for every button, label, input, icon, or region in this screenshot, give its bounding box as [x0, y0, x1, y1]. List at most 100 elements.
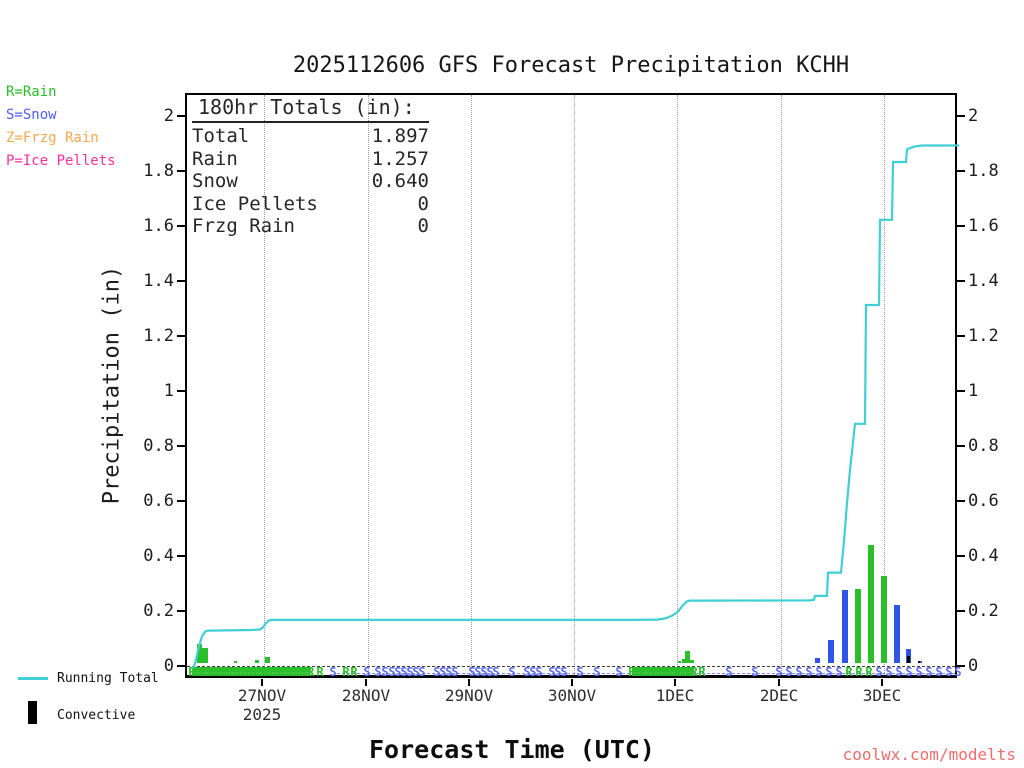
y-tick-label-left: 1.8: [143, 161, 174, 181]
y-tick-right: [957, 390, 965, 392]
rain-bar: [690, 659, 694, 663]
precip-type-letter: R: [191, 665, 199, 679]
precip-type-letter: S: [560, 665, 568, 679]
precip-type-letter: R: [223, 665, 231, 679]
snow-zero-dashed-line: [337, 673, 955, 674]
y-axis-label: Precipitation (in): [99, 265, 125, 505]
precip-type-letter: R: [316, 665, 324, 679]
precip-type-letter: S: [593, 665, 601, 679]
x-date-label: 30NOV: [547, 686, 597, 705]
rain-bar: [202, 647, 208, 663]
precip-type-letter: R: [668, 665, 677, 679]
y-tick-left: [177, 610, 185, 612]
precip-type-letter: R: [199, 665, 207, 679]
precip-type-letter: R: [207, 665, 215, 679]
precip-type-letter: R: [253, 665, 261, 679]
precip-type-letter: R: [263, 665, 272, 679]
precip-type-letter: S: [825, 665, 833, 679]
rain-bar: [265, 656, 270, 663]
precip-type-letter: S: [548, 665, 556, 679]
precip-type-letter: R: [690, 665, 698, 679]
precip-type-letter: R: [845, 665, 853, 679]
precip-type-letter: S: [775, 665, 783, 679]
precip-type-letter: R: [679, 665, 687, 679]
y-tick-left: [177, 500, 185, 502]
date-gridline: [677, 95, 678, 675]
zero-dashed-line: [187, 666, 955, 667]
precip-type-letter: R: [644, 665, 652, 679]
x-date-label: 29NOV: [444, 686, 494, 705]
y-tick-label-right: 1.4: [968, 271, 999, 291]
precip-type-letter: R: [285, 665, 293, 679]
precip-type-letter: R: [212, 665, 220, 679]
precip-type-letter: R: [350, 665, 358, 679]
precip-type-letter: R: [242, 665, 250, 679]
rain-bar: [255, 660, 259, 663]
x-tick: [881, 679, 883, 686]
date-gridline: [884, 95, 885, 675]
precip-type-legend: R=Rain S=Snow Z=Frzg Rain P=Ice Pellets: [6, 81, 116, 173]
rain-bar: [855, 588, 861, 663]
precip-type-letter: S: [576, 665, 584, 679]
y-tick-right: [957, 115, 965, 117]
x-date-year: 2025: [242, 705, 282, 724]
precip-type-letter: S: [895, 665, 903, 679]
chart-title: 2025112606 GFS Forecast Precipitation KC…: [292, 53, 850, 78]
x-date-label: 3DEC: [862, 686, 902, 705]
precip-type-letter: R: [865, 665, 873, 679]
precip-type-letter: R: [258, 665, 266, 679]
y-tick-right: [957, 225, 965, 227]
precip-type-letter: S: [925, 665, 933, 679]
precip-type-letter: R: [674, 665, 682, 679]
running-total-curve: [191, 144, 959, 669]
precip-type-letter: S: [468, 665, 476, 679]
precip-type-letter: R: [188, 665, 196, 679]
precip-type-letter: S: [523, 665, 531, 679]
x-date-label: 27NOV 2025: [237, 686, 287, 724]
totals-row-ice-pellets: Ice Pellets 0: [192, 192, 429, 215]
precip-type-letter: R: [682, 665, 690, 679]
precip-type-letter: R: [201, 665, 210, 679]
precip-type-letter: S: [805, 665, 813, 679]
precip-type-letter: S: [433, 665, 441, 679]
snow-bar: [894, 605, 900, 663]
precip-type-letter: R: [639, 665, 647, 679]
precip-type-letter: R: [228, 665, 237, 679]
precip-type-letter: R: [272, 665, 280, 679]
running-total-line-swatch: [18, 677, 48, 680]
precip-type-letter: R: [631, 665, 639, 679]
precip-type-letter: S: [795, 665, 803, 679]
precip-type-letter: R: [687, 665, 696, 679]
precip-type-letter: S: [329, 665, 337, 679]
precip-type-letter: R: [641, 665, 650, 679]
y-tick-label-right: 0: [968, 656, 979, 676]
y-tick-label-left: 1.4: [143, 271, 174, 291]
precip-type-letter: R: [247, 665, 256, 679]
precip-type-letter: S: [381, 665, 389, 679]
precip-type-letter: S: [529, 665, 537, 679]
y-tick-label-right: 0.8: [968, 436, 999, 456]
precip-type-letter: R: [299, 665, 307, 679]
y-tick-left: [177, 115, 185, 117]
precip-type-letter: S: [945, 665, 953, 679]
precip-type-letter: R: [220, 665, 229, 679]
precip-type-letter: R: [293, 665, 301, 679]
precip-type-letter: R: [288, 665, 296, 679]
y-tick-label-right: 0.6: [968, 491, 999, 511]
precip-type-letter: S: [388, 665, 396, 679]
precip-type-letter: S: [935, 665, 943, 679]
watermark-link[interactable]: coolwx.com/modelts: [842, 745, 1016, 764]
x-tick: [261, 679, 263, 686]
rain-bar: [881, 576, 887, 663]
y-tick-label-left: 0: [163, 656, 174, 676]
x-tick: [674, 679, 676, 686]
totals-box: 180hr Totals (in): Total 1.897 Rain 1.257 …: [192, 95, 429, 238]
x-date-label: 2DEC: [759, 686, 799, 705]
y-tick-left: [177, 335, 185, 337]
y-tick-label-left: 0.4: [143, 546, 174, 566]
y-tick-label-right: 2: [968, 106, 979, 126]
precip-type-letter: R: [274, 665, 283, 679]
x-axis-label: Forecast Time (UTC): [369, 735, 655, 764]
date-gridline: [471, 95, 472, 675]
